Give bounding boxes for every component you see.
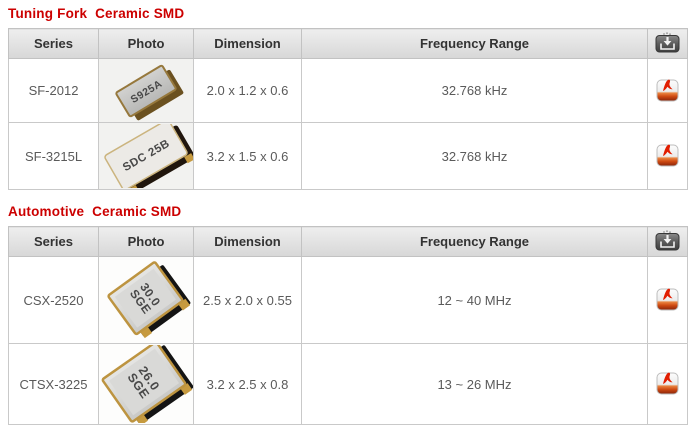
section-title-automotive: Automotive Ceramic SMD <box>8 204 182 219</box>
datasheet-cell <box>647 58 688 123</box>
download-tray-icon[interactable] <box>655 31 680 53</box>
tuning-fork-section: Tuning Fork Ceramic SMD Series Photo Dim… <box>8 6 695 190</box>
series-cell: CSX-2520 <box>8 256 99 344</box>
table-row: CTSX-3225 26.0 SGE 3. <box>8 343 688 425</box>
photo-cell: SDC 25B <box>98 122 194 190</box>
series-cell: SF-2012 <box>8 58 99 123</box>
column-header-dimension: Dimension <box>193 226 302 257</box>
component-photo-csx2520: 30.0 SGE <box>106 261 190 339</box>
column-header-frequency: Frequency Range <box>301 28 648 59</box>
automotive-section: Automotive Ceramic SMD Series Photo Dime… <box>8 204 695 425</box>
pdf-download-icon[interactable] <box>656 77 679 102</box>
component-photo-ctsx3225: 26.0 SGE <box>101 345 193 423</box>
pdf-download-icon[interactable] <box>656 286 679 311</box>
frequency-cell: 32.768 kHz <box>301 58 648 123</box>
download-tray-icon[interactable] <box>655 229 680 251</box>
automotive-table: Series Photo Dimension Frequency Range C… <box>8 226 688 425</box>
series-cell: SF-3215L <box>8 122 99 190</box>
table-row: SF-2012 S925A 2.0 x 1.2 x 0.6 32.768 kHz <box>8 58 688 123</box>
datasheet-cell <box>647 122 688 190</box>
photo-cell: S925A <box>98 58 194 123</box>
column-header-download <box>647 28 688 59</box>
column-header-download <box>647 226 688 257</box>
frequency-cell: 12 ~ 40 MHz <box>301 256 648 344</box>
dimension-cell: 2.0 x 1.2 x 0.6 <box>193 58 302 123</box>
pdf-download-icon[interactable] <box>656 142 679 167</box>
pdf-download-icon[interactable] <box>656 370 679 395</box>
column-header-series: Series <box>8 28 99 59</box>
column-header-dimension: Dimension <box>193 28 302 59</box>
table-header-row: Series Photo Dimension Frequency Range <box>8 28 688 59</box>
component-photo-sf3215l: SDC 25B <box>103 124 193 188</box>
section-title-tuning-fork: Tuning Fork Ceramic SMD <box>8 6 185 21</box>
tuning-fork-table: Series Photo Dimension Frequency Range S… <box>8 28 688 190</box>
series-cell: CTSX-3225 <box>8 343 99 425</box>
photo-cell: 30.0 SGE <box>98 256 194 344</box>
dimension-cell: 3.2 x 1.5 x 0.6 <box>193 122 302 190</box>
column-header-series: Series <box>8 226 99 257</box>
datasheet-cell <box>647 343 688 425</box>
column-header-photo: Photo <box>98 28 194 59</box>
frequency-cell: 13 ~ 26 MHz <box>301 343 648 425</box>
dimension-cell: 3.2 x 2.5 x 0.8 <box>193 343 302 425</box>
dimension-cell: 2.5 x 2.0 x 0.55 <box>193 256 302 344</box>
photo-cell: 26.0 SGE <box>98 343 194 425</box>
table-row: CSX-2520 30.0 SGE 2.5 <box>8 256 688 344</box>
column-header-photo: Photo <box>98 226 194 257</box>
column-header-frequency: Frequency Range <box>301 226 648 257</box>
datasheet-cell <box>647 256 688 344</box>
table-header-row: Series Photo Dimension Frequency Range <box>8 226 688 257</box>
table-row: SF-3215L SDC 25B 3.2 x 1.5 x 0.6 32.768 … <box>8 122 688 190</box>
component-photo-sf2012: S925A <box>114 64 183 121</box>
frequency-cell: 32.768 kHz <box>301 122 648 190</box>
